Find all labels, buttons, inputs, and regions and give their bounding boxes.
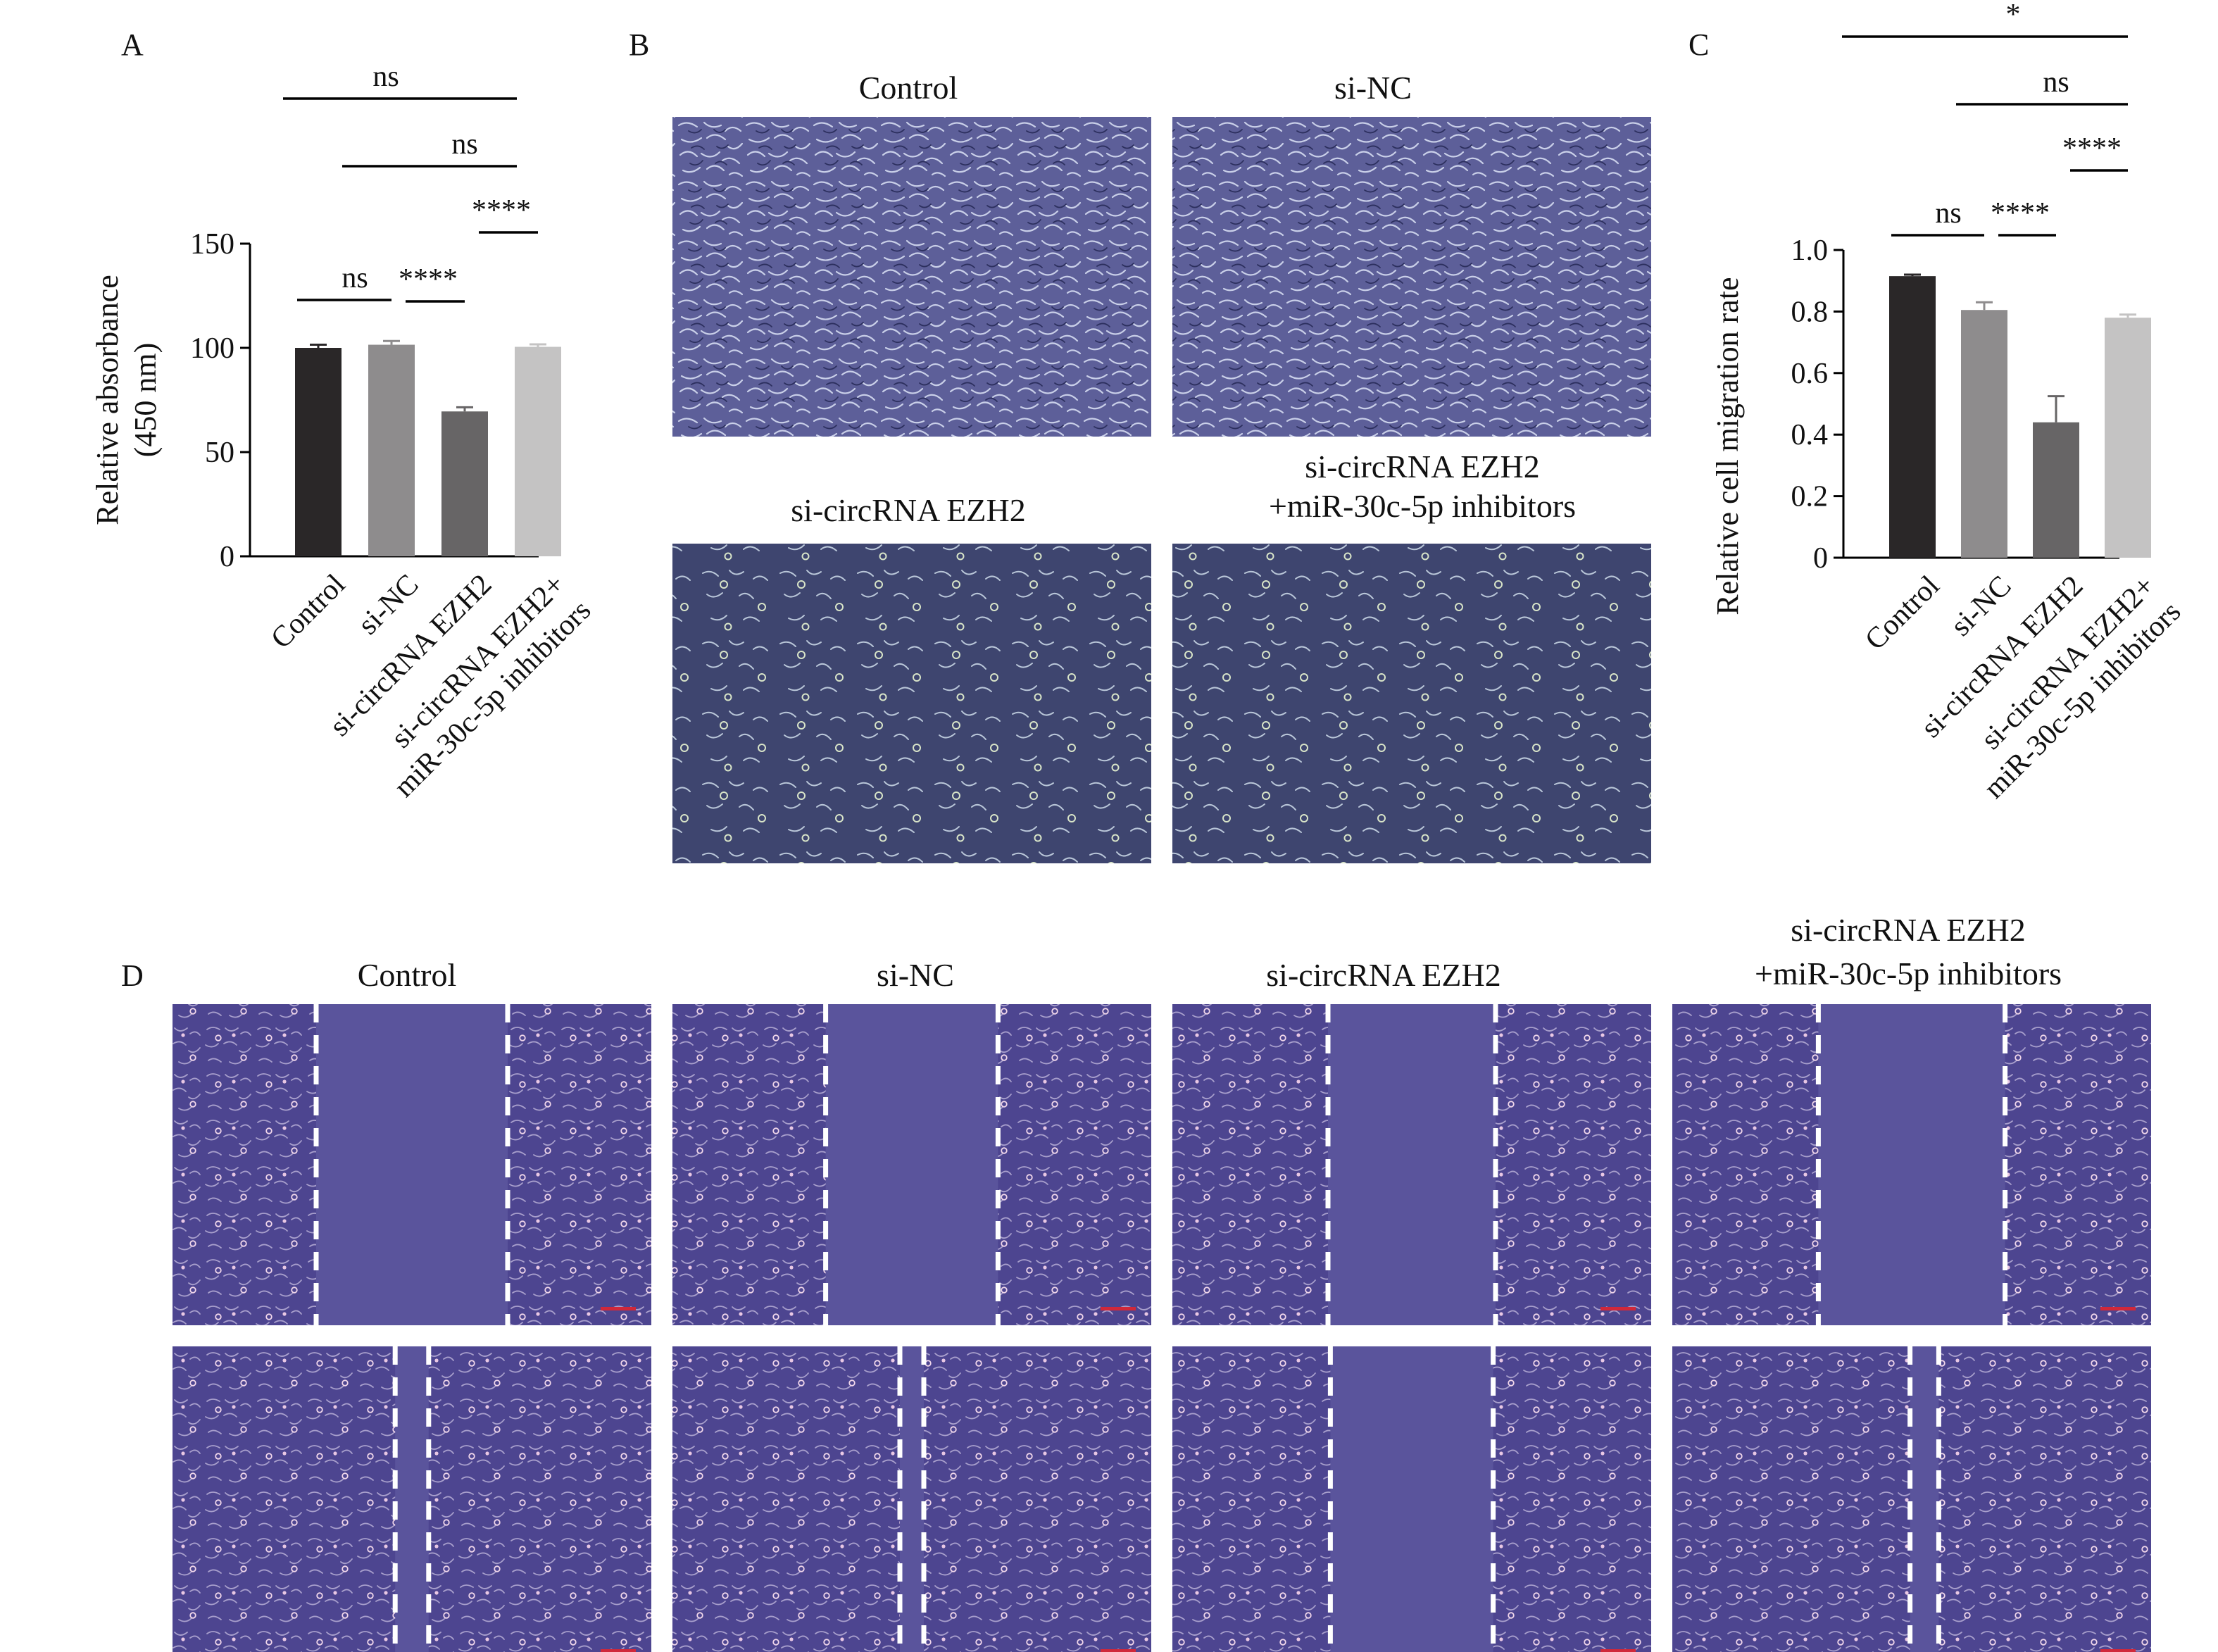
wound-gap bbox=[1328, 1004, 1496, 1325]
scale-bar bbox=[1600, 1649, 1636, 1652]
micrograph-label: si-circRNA EZH2 bbox=[791, 492, 1025, 528]
scale-bar bbox=[1101, 1649, 1136, 1652]
micrograph-label-line: si-circRNA EZH2 bbox=[1305, 449, 1539, 484]
significance-label: ns bbox=[372, 61, 399, 93]
wound-gap bbox=[1818, 1004, 2005, 1325]
y-tick-label: 150 bbox=[190, 228, 234, 261]
y-tick-label: 50 bbox=[205, 437, 234, 469]
bar bbox=[441, 411, 488, 556]
bar bbox=[295, 348, 342, 556]
micrograph-label-line: +miR-30c-5p inhibitors bbox=[1269, 488, 1576, 524]
significance-label: ns bbox=[451, 128, 477, 161]
significance-label: ns bbox=[2043, 66, 2069, 99]
y-axis-label: Relative cell migration rate bbox=[1710, 277, 1745, 615]
bar bbox=[515, 346, 561, 556]
micrograph-image bbox=[672, 544, 1151, 863]
wound-column-label-line: si-circRNA EZH2 bbox=[1791, 912, 2025, 948]
wound-column-label: si-circRNA EZH2 +miR-30c-5p inhibitors bbox=[1755, 912, 2062, 991]
y-tick-label: 100 bbox=[190, 332, 234, 365]
scale-bar bbox=[2100, 1307, 2136, 1310]
x-tick-label: Control bbox=[265, 568, 351, 655]
bar bbox=[368, 344, 415, 556]
wound-column-label-line: Control bbox=[358, 957, 457, 993]
micrograph-label-line: Control bbox=[859, 70, 958, 106]
bar bbox=[1889, 276, 1936, 558]
y-axis-label-line: (450 nm) bbox=[128, 343, 163, 458]
wound-gap bbox=[1330, 1346, 1493, 1652]
y-tick-label: 0.8 bbox=[1791, 296, 1829, 328]
panel-label-a: A bbox=[121, 27, 144, 62]
panel-label-b: B bbox=[629, 27, 649, 62]
significance-label: ns bbox=[1935, 197, 1961, 230]
micrograph-image bbox=[1172, 544, 1651, 863]
micrograph-label: si-NC bbox=[1334, 70, 1412, 106]
scale-bar bbox=[2100, 1649, 2136, 1652]
x-tick-label-line: Control bbox=[1859, 570, 1946, 656]
bar bbox=[1961, 310, 2007, 558]
chart-migration-rate: 0 0.2 0.4 0.6 0.8 1.0 Relative cell migration … bbox=[1710, 0, 2187, 805]
bar bbox=[2105, 318, 2151, 558]
wound-gap bbox=[316, 1004, 508, 1325]
scale-bar bbox=[1101, 1307, 1136, 1310]
significance-label: **** bbox=[2062, 132, 2122, 165]
micrograph-image bbox=[672, 117, 1151, 437]
x-tick-label: Control bbox=[1859, 570, 1946, 656]
scale-bar bbox=[1600, 1307, 1636, 1310]
y-axis-label: Relative absorbance (450 nm) bbox=[90, 275, 163, 525]
bar bbox=[2033, 422, 2079, 558]
x-tick-label-line: Control bbox=[265, 568, 351, 655]
wound-gap bbox=[900, 1346, 924, 1652]
panel-label-d: D bbox=[121, 958, 144, 993]
wound-column-label: Control bbox=[358, 957, 457, 993]
wound-column-label-line: si-NC bbox=[877, 957, 954, 993]
y-tick-label: 0 bbox=[220, 541, 234, 573]
y-tick-label: 1.0 bbox=[1791, 234, 1829, 267]
wound-column-label-line: si-circRNA EZH2 bbox=[1266, 957, 1500, 993]
panel-label-c: C bbox=[1688, 27, 1709, 62]
significance-label: **** bbox=[472, 194, 531, 227]
y-tick-label: 0.2 bbox=[1791, 481, 1829, 513]
scale-bar bbox=[601, 1649, 636, 1652]
y-tick-label: 0.4 bbox=[1791, 419, 1829, 451]
wound-gap bbox=[1910, 1346, 1939, 1652]
y-tick-label: 0 bbox=[1813, 542, 1828, 575]
wound-column-label-line: +miR-30c-5p inhibitors bbox=[1755, 956, 2062, 991]
micrograph-image bbox=[1172, 117, 1651, 437]
significance-label: ns bbox=[342, 262, 368, 294]
micrograph-label: Control bbox=[859, 70, 958, 106]
micrograph-label: si-circRNA EZH2 +miR-30c-5p inhibitors bbox=[1269, 449, 1576, 524]
chart-absorbance: 0 50 100 150 Relative absorbance (450 nm) Cont… bbox=[90, 61, 597, 803]
wound-column-label: si-NC bbox=[877, 957, 954, 993]
wound-gap bbox=[825, 1004, 998, 1325]
significance-label: * bbox=[2006, 0, 2021, 31]
y-tick-label: 0.6 bbox=[1791, 358, 1829, 390]
scale-bar bbox=[601, 1307, 636, 1310]
wound-gap bbox=[395, 1346, 429, 1652]
y-axis-label-line: Relative absorbance bbox=[90, 275, 125, 525]
significance-label: **** bbox=[399, 263, 458, 296]
micrograph-label-line: si-circRNA EZH2 bbox=[791, 492, 1025, 528]
micrograph-label-line: si-NC bbox=[1334, 70, 1412, 106]
wound-column-label: si-circRNA EZH2 bbox=[1266, 957, 1500, 993]
significance-label: **** bbox=[1991, 197, 2050, 230]
